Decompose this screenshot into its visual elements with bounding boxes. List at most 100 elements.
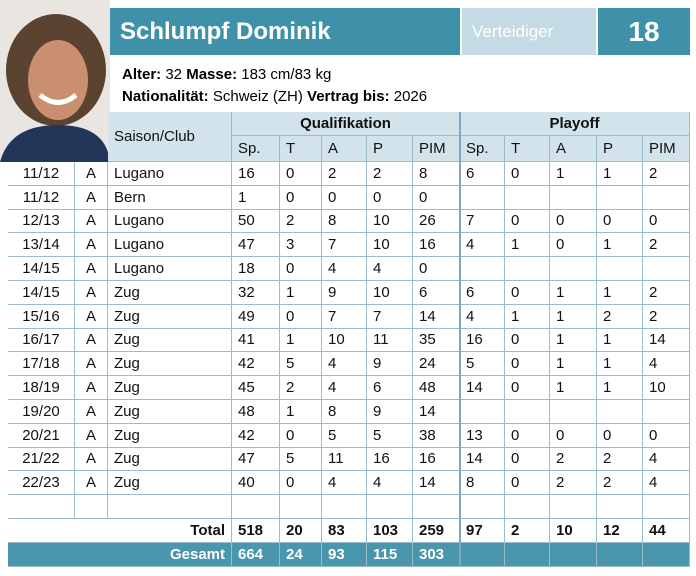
stat: 0 bbox=[505, 281, 550, 305]
total-value: 83 bbox=[322, 519, 367, 543]
stat: 14 bbox=[413, 471, 460, 496]
club: Zug bbox=[108, 400, 232, 424]
stat: 5 bbox=[322, 423, 367, 448]
stat: 18 bbox=[232, 257, 280, 281]
club: Lugano bbox=[108, 162, 232, 186]
stat: 2 bbox=[643, 304, 690, 329]
gesamt-value: 303 bbox=[413, 543, 460, 567]
stat: 13 bbox=[460, 423, 505, 448]
gesamt-empty bbox=[505, 543, 550, 567]
stat: 47 bbox=[232, 233, 280, 258]
stat: 48 bbox=[413, 376, 460, 400]
stat: 0 bbox=[643, 423, 690, 448]
stat: 10 bbox=[367, 281, 413, 305]
total-value: 20 bbox=[280, 519, 322, 543]
season: 18/19 bbox=[8, 376, 75, 400]
total-value: 2 bbox=[505, 519, 550, 543]
season: 14/15 bbox=[8, 257, 75, 281]
stat: 1 bbox=[232, 185, 280, 210]
stat: 24 bbox=[413, 352, 460, 377]
stat: 14 bbox=[643, 328, 690, 353]
total-value: 10 bbox=[550, 519, 597, 543]
stat: 0 bbox=[643, 209, 690, 234]
stat: 1 bbox=[597, 328, 643, 353]
season: 22/23 bbox=[8, 471, 75, 496]
season: 11/12 bbox=[8, 185, 75, 210]
stat: 14 bbox=[460, 376, 505, 400]
stat: 1 bbox=[597, 352, 643, 377]
stat: 2 bbox=[550, 471, 597, 496]
stat: 38 bbox=[413, 423, 460, 448]
stat: 1 bbox=[280, 281, 322, 305]
column-header: PIM bbox=[413, 136, 460, 162]
club: Lugano bbox=[108, 209, 232, 234]
stat: 0 bbox=[505, 162, 550, 186]
total-label: Total bbox=[8, 519, 232, 543]
stat: 0 bbox=[597, 209, 643, 234]
empty-cell bbox=[367, 495, 413, 519]
club: Zug bbox=[108, 304, 232, 329]
stat: 0 bbox=[505, 209, 550, 234]
stat: 1 bbox=[597, 376, 643, 400]
stat bbox=[643, 257, 690, 281]
value: 2026 bbox=[393, 88, 428, 105]
stat: 2 bbox=[643, 162, 690, 186]
stat: 0 bbox=[413, 185, 460, 210]
stat: 7 bbox=[322, 233, 367, 258]
stat bbox=[643, 185, 690, 210]
stat: 0 bbox=[280, 185, 322, 210]
stat: 0 bbox=[280, 471, 322, 496]
stat: 5 bbox=[280, 447, 322, 472]
club: Lugano bbox=[108, 257, 232, 281]
total-value: 518 bbox=[232, 519, 280, 543]
stat: 50 bbox=[232, 209, 280, 234]
season: 13/14 bbox=[8, 233, 75, 258]
season: 19/20 bbox=[8, 400, 75, 424]
stat bbox=[550, 257, 597, 281]
stat: 4 bbox=[460, 304, 505, 329]
empty-cell bbox=[75, 495, 108, 519]
empty-cell bbox=[550, 495, 597, 519]
stat: 8 bbox=[413, 162, 460, 186]
total-value: 44 bbox=[643, 519, 690, 543]
league: A bbox=[75, 400, 108, 424]
stat: 0 bbox=[505, 352, 550, 377]
club: Zug bbox=[108, 328, 232, 353]
club: Zug bbox=[108, 352, 232, 377]
stat: 4 bbox=[322, 376, 367, 400]
info-line: Alter: 32 Masse: 183 cm/83 kg bbox=[122, 64, 427, 86]
info-line: Nationalität: Schweiz (ZH) Vertrag bis: … bbox=[122, 86, 427, 108]
stat: 0 bbox=[505, 447, 550, 472]
stat: 8 bbox=[460, 471, 505, 496]
column-header: A bbox=[322, 136, 367, 162]
stat: 0 bbox=[280, 304, 322, 329]
club: Zug bbox=[108, 447, 232, 472]
stat: 16 bbox=[232, 162, 280, 186]
value: 32 bbox=[165, 66, 183, 83]
league: A bbox=[75, 352, 108, 377]
divider bbox=[459, 112, 461, 567]
stat: 10 bbox=[643, 376, 690, 400]
season: 11/12 bbox=[8, 162, 75, 186]
stat: 0 bbox=[280, 423, 322, 448]
stat: 0 bbox=[322, 185, 367, 210]
label: Alter: bbox=[122, 66, 162, 83]
stat bbox=[505, 257, 550, 281]
label: Vertrag bis: bbox=[307, 88, 390, 105]
stat: 1 bbox=[597, 162, 643, 186]
stat: 2 bbox=[643, 281, 690, 305]
group-header: Playoff bbox=[460, 112, 690, 136]
season: 20/21 bbox=[8, 423, 75, 448]
column-header: P bbox=[367, 136, 413, 162]
league: A bbox=[75, 233, 108, 258]
club: Zug bbox=[108, 281, 232, 305]
stat: 2 bbox=[367, 162, 413, 186]
league: A bbox=[75, 281, 108, 305]
league: A bbox=[75, 209, 108, 234]
stat: 1 bbox=[597, 281, 643, 305]
empty-cell bbox=[460, 495, 505, 519]
stat: 5 bbox=[460, 352, 505, 377]
stat: 41 bbox=[232, 328, 280, 353]
season: 15/16 bbox=[8, 304, 75, 329]
season: 14/15 bbox=[8, 281, 75, 305]
